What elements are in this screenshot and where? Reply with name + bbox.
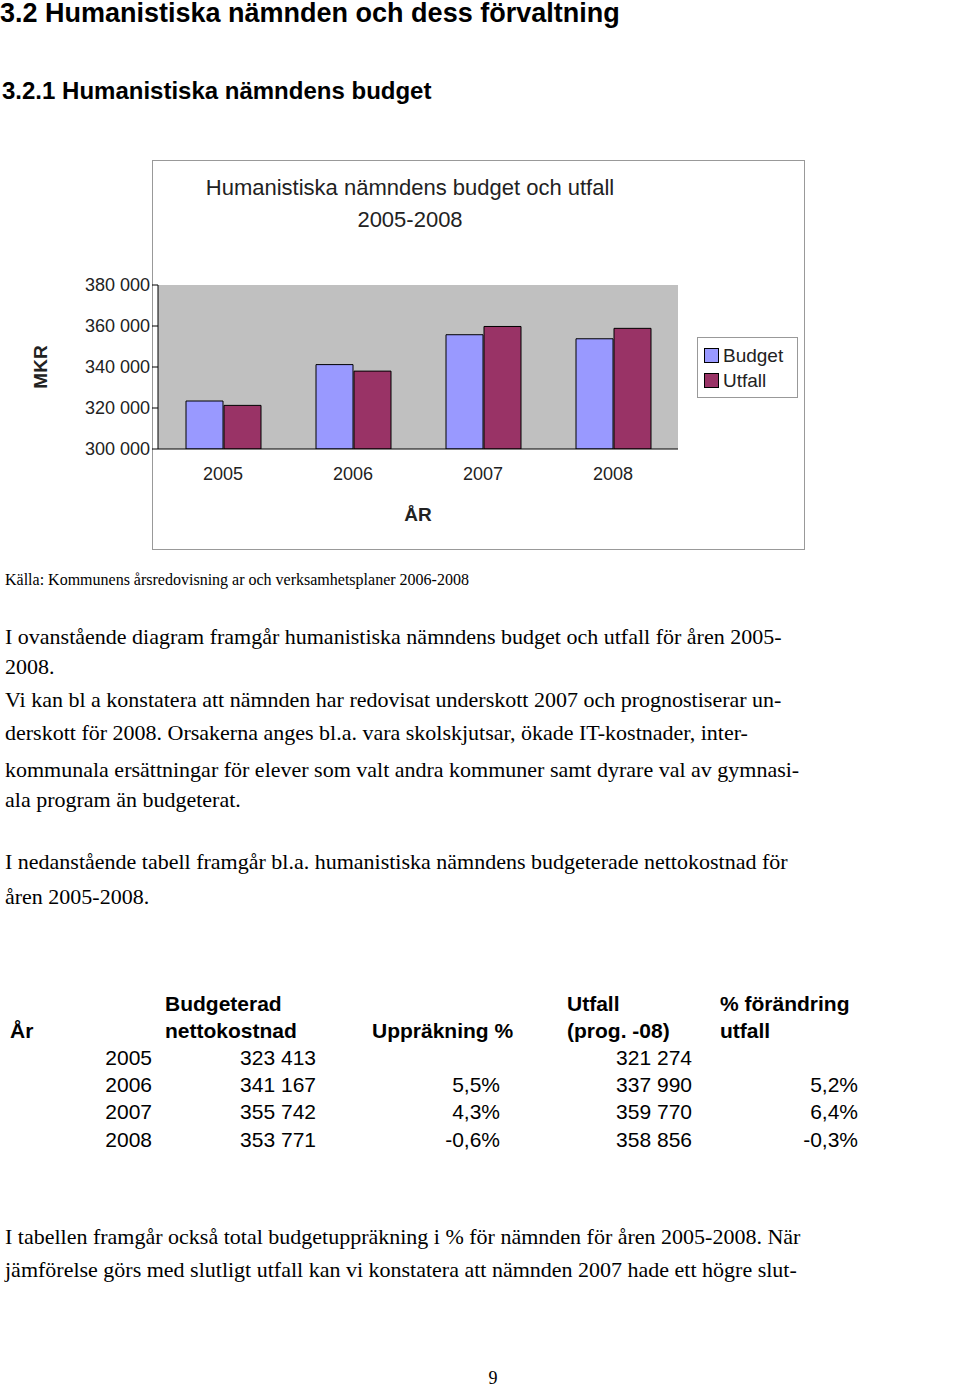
svg-text:2008: 2008 [593,464,633,484]
html-text:Humanistiska nämndens budget o: Humanistiska nämndens budget och utfall … [205,175,615,232]
html-text:4,3%: 4,3% [452,1100,500,1123]
html-text:utfall: utfall [720,1019,771,1042]
svg-text:380 000: 380 000 [85,275,150,295]
html-text:I nedanstående tabell framgår: I nedanstående tabell framgår bl.a. huma… [5,849,788,874]
html-text:355 742: 355 742 [240,1100,316,1123]
html-text:2007: 2007 [105,1100,152,1123]
html-text:% förändring: % förändring [720,992,850,1015]
html-text:Budgeterad: Budgeterad [165,992,282,1015]
svg-text:360 000: 360 000 [85,316,150,336]
html-text:Utfall: Utfall [723,369,767,391]
html-text:derskott för 2008. Orsakerna a: derskott för 2008. Orsakerna anges bl.a.… [5,720,748,745]
html-text:kommunala ersättningar för ele: kommunala ersättningar för elever som va… [5,757,800,782]
svg-text:ÅR: ÅR [404,504,432,525]
svg-text:300 000: 300 000 [85,439,150,459]
html-text:ala program än budgeterat.: ala program än budgeterat. [5,787,241,812]
html-text:6,4%: 6,4% [810,1100,858,1123]
html-text:Vi kan bl a konstatera att näm: Vi kan bl a konstatera att nämnden har r… [5,687,782,712]
html-text:I ovanstående diagram framgår: I ovanstående diagram framgår humanistis… [5,624,782,649]
html-text:Utfall: Utfall [567,992,620,1015]
html-text:359 770: 359 770 [616,1100,692,1123]
html-text:323 413: 323 413 [240,1046,316,1069]
html-text:5,5%: 5,5% [452,1073,500,1096]
html-text:353 771: 353 771 [240,1128,316,1151]
html-text:3.2.1 Humanistiska nämndens bu: 3.2.1 Humanistiska nämndens budget [2,77,432,104]
svg-text:MKR: MKR [30,345,51,389]
html-text:jämförelse görs med slutligt u: jämförelse görs med slutligt utfall kan … [5,1257,797,1282]
html-text:(prog. -08): (prog. -08) [567,1019,670,1042]
html-text:Källa: Kommunens årsredovisnin: Källa: Kommunens årsredovisning ar och v… [5,571,469,588]
html-text:I tabellen framgår också total: I tabellen framgår också total budgetupp… [5,1224,801,1249]
html-text:2006: 2006 [105,1073,152,1096]
html-text:5,2%: 5,2% [810,1073,858,1096]
svg-text:2007: 2007 [463,464,503,484]
html-text:358 856: 358 856 [616,1128,692,1151]
html-text:321 274: 321 274 [616,1046,692,1069]
svg-text:2005: 2005 [203,464,243,484]
svg-text:320 000: 320 000 [85,398,150,418]
html-text:åren 2005-2008.: åren 2005-2008. [5,884,150,909]
html-text:Budget: Budget [723,344,784,366]
html-text:-0,6%: -0,6% [445,1128,500,1151]
svg-text:340 000: 340 000 [85,357,150,377]
html-text:Uppräkning %: Uppräkning % [372,1019,514,1042]
html-text:341 167: 341 167 [240,1073,316,1096]
svg-text:2006: 2006 [333,464,373,484]
html-text:nettokostnad: nettokostnad [165,1019,297,1042]
html-text:2008: 2008 [105,1128,152,1151]
html-text:År: År [10,1019,34,1042]
html-text:9: 9 [488,1368,498,1387]
html-text:2008.: 2008. [5,654,55,679]
html-text:337 990: 337 990 [616,1073,692,1096]
html-text:2005: 2005 [105,1046,152,1069]
html-text:-0,3%: -0,3% [803,1128,858,1151]
